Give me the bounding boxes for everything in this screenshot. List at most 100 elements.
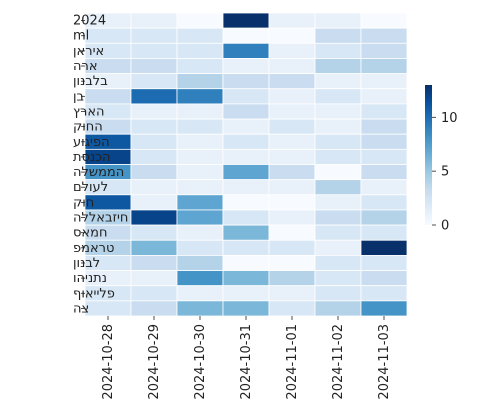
heatmap-cell xyxy=(360,73,408,90)
heatmap-cell xyxy=(360,239,408,256)
y-tick-label: הארץ xyxy=(73,104,105,119)
heatmap-cell xyxy=(176,254,224,271)
heatmap-cell xyxy=(268,42,316,59)
heatmap-cell xyxy=(268,103,316,120)
heatmap-cell xyxy=(360,209,408,226)
heatmap-cell xyxy=(222,148,270,165)
heatmap-cell xyxy=(314,12,362,29)
heatmap-cell xyxy=(176,148,224,165)
heatmap-cell xyxy=(222,194,270,211)
x-tick-label: 2024-11-03 xyxy=(377,324,392,400)
y-tick-label: לבנון xyxy=(73,256,100,271)
heatmap-cell xyxy=(314,300,362,317)
heatmap-cell xyxy=(222,58,270,75)
heatmap-cell xyxy=(84,88,132,105)
heatmap-cell xyxy=(360,118,408,135)
heatmap-cell xyxy=(268,88,316,105)
heatmap-cell xyxy=(222,239,270,256)
y-tick-label: צה xyxy=(73,301,89,316)
y-tick-label: הפיגוע xyxy=(73,135,110,150)
heatmap-cell xyxy=(176,118,224,135)
heatmap-cell xyxy=(130,285,178,302)
heatmap-cell xyxy=(130,12,178,29)
heatmap-cell xyxy=(360,194,408,211)
heatmap-cell xyxy=(314,73,362,90)
heatmap-cell xyxy=(314,224,362,241)
y-tick-label: ml xyxy=(73,29,89,44)
heatmap-cell xyxy=(130,42,178,59)
heatmap-cell xyxy=(314,42,362,59)
heatmap-cell xyxy=(314,133,362,150)
colorbar: 0 5 10 xyxy=(425,85,458,234)
heatmap-cell xyxy=(222,133,270,150)
heatmap-cell xyxy=(360,12,408,29)
heatmap-cell xyxy=(314,164,362,181)
heatmap-cell xyxy=(222,300,270,317)
y-tick-label: לעולם xyxy=(73,180,108,195)
heatmap-cell xyxy=(130,300,178,317)
x-tick-label: 2024-11-01 xyxy=(285,324,300,400)
heatmap-cell xyxy=(130,148,178,165)
heatmap-cells xyxy=(84,12,408,317)
heatmap-cell xyxy=(222,270,270,287)
heatmap-cell xyxy=(222,27,270,44)
heatmap-cell xyxy=(130,194,178,211)
heatmap-cell xyxy=(130,224,178,241)
heatmap-cell xyxy=(130,179,178,196)
y-tick-label: חוק xyxy=(73,195,94,210)
heatmap-cell xyxy=(130,133,178,150)
heatmap-cell xyxy=(130,209,178,226)
heatmap-cell xyxy=(130,88,178,105)
heatmap-cell xyxy=(130,27,178,44)
heatmap-cell xyxy=(176,42,224,59)
heatmap-cell xyxy=(176,73,224,90)
heatmap-cell xyxy=(130,58,178,75)
heatmap-cell xyxy=(268,285,316,302)
heatmap-cell xyxy=(222,88,270,105)
heatmap-cell xyxy=(314,58,362,75)
y-tick-label: הכנסת xyxy=(73,150,111,165)
heatmap-cell xyxy=(314,88,362,105)
heatmap-cell xyxy=(222,179,270,196)
heatmap-cell xyxy=(222,12,270,29)
heatmap-cell xyxy=(360,133,408,150)
x-tick-label: 2024-10-31 xyxy=(239,324,254,400)
heatmap-cell xyxy=(176,239,224,256)
heatmap-cell xyxy=(130,118,178,135)
heatmap-cell xyxy=(176,58,224,75)
heatmap-cell xyxy=(222,164,270,181)
heatmap-cell xyxy=(176,300,224,317)
y-tick-label: בלבנון xyxy=(73,74,108,89)
heatmap-cell xyxy=(176,12,224,29)
heatmap-cell xyxy=(314,194,362,211)
heatmap-cell xyxy=(360,254,408,271)
heatmap-cell xyxy=(268,270,316,287)
heatmap-cell xyxy=(314,118,362,135)
heatmap-cell xyxy=(360,285,408,302)
heatmap-cell xyxy=(314,27,362,44)
heatmap-cell xyxy=(360,103,408,120)
colorbar-gradient xyxy=(425,85,432,225)
heatmap-cell xyxy=(176,194,224,211)
heatmap-cell xyxy=(222,254,270,271)
heatmap-cell xyxy=(268,133,316,150)
heatmap-cell xyxy=(314,254,362,271)
heatmap-cell xyxy=(176,103,224,120)
heatmap-cell xyxy=(268,118,316,135)
heatmap-cell xyxy=(130,73,178,90)
y-tick-label: ארה xyxy=(73,59,98,74)
y-tick-label: נתניהו xyxy=(73,271,107,286)
heatmap-cell xyxy=(176,133,224,150)
x-tick-labels: 2024-10-28 2024-10-29 2024-10-30 2024-10-31… xyxy=(101,316,392,400)
heatmap-cell xyxy=(360,27,408,44)
heatmap-cell xyxy=(314,270,362,287)
heatmap-cell xyxy=(222,42,270,59)
heatmap-cell xyxy=(360,270,408,287)
heatmap-cell xyxy=(268,209,316,226)
heatmap-cell xyxy=(176,285,224,302)
y-tick-label: פלייאוף xyxy=(73,286,115,301)
heatmap-cell xyxy=(268,194,316,211)
y-tick-label: החוק xyxy=(73,120,103,135)
heatmap-cell xyxy=(222,285,270,302)
